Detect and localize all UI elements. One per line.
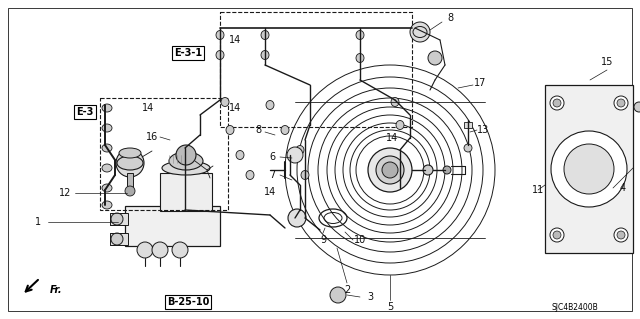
Text: 3: 3	[367, 292, 373, 302]
Bar	[100, 98, 228, 210]
Ellipse shape	[221, 98, 229, 107]
Bar	[160, 173, 212, 211]
Text: 8: 8	[255, 125, 261, 135]
Text: 14: 14	[142, 103, 154, 113]
Circle shape	[410, 22, 430, 42]
Bar	[125, 206, 220, 246]
Bar	[220, 12, 412, 127]
Text: Fr.: Fr.	[50, 285, 63, 295]
Circle shape	[550, 96, 564, 110]
Text: SJC4B2400B: SJC4B2400B	[552, 303, 598, 313]
Text: 16: 16	[146, 132, 158, 142]
Circle shape	[551, 131, 627, 207]
Ellipse shape	[246, 170, 254, 180]
Circle shape	[176, 145, 196, 165]
Text: 7: 7	[269, 170, 275, 180]
Ellipse shape	[356, 31, 364, 40]
Text: 15: 15	[601, 57, 613, 67]
Ellipse shape	[162, 161, 210, 175]
Ellipse shape	[102, 144, 112, 152]
Text: 8: 8	[447, 13, 453, 23]
Circle shape	[116, 149, 144, 177]
Text: E-3: E-3	[76, 107, 93, 117]
Bar	[464, 122, 472, 128]
Text: 14: 14	[386, 133, 398, 143]
Circle shape	[376, 156, 404, 184]
Ellipse shape	[102, 164, 112, 172]
Text: 14: 14	[264, 187, 276, 197]
Circle shape	[464, 144, 472, 152]
Bar	[545, 85, 633, 253]
Circle shape	[368, 148, 412, 192]
Circle shape	[550, 228, 564, 242]
Text: 5: 5	[387, 302, 393, 312]
Circle shape	[553, 231, 561, 239]
Text: 1: 1	[35, 217, 41, 227]
Bar	[127, 173, 133, 191]
Ellipse shape	[119, 148, 141, 158]
Text: 14: 14	[229, 35, 241, 45]
Ellipse shape	[281, 125, 289, 135]
Text: B-25-10: B-25-10	[167, 297, 209, 307]
Circle shape	[172, 242, 188, 258]
Ellipse shape	[391, 98, 399, 107]
Circle shape	[634, 102, 640, 112]
Circle shape	[111, 213, 123, 225]
Circle shape	[564, 144, 614, 194]
Ellipse shape	[226, 125, 234, 135]
Ellipse shape	[296, 145, 304, 154]
Ellipse shape	[236, 151, 244, 160]
Circle shape	[125, 186, 135, 196]
Text: 17: 17	[474, 78, 486, 88]
Ellipse shape	[102, 184, 112, 192]
Bar	[110, 213, 128, 225]
Text: 4: 4	[620, 183, 626, 193]
Text: E-3-1: E-3-1	[174, 48, 202, 58]
Bar	[110, 233, 128, 245]
Circle shape	[553, 99, 561, 107]
Ellipse shape	[117, 156, 143, 170]
Ellipse shape	[216, 50, 224, 60]
Ellipse shape	[102, 124, 112, 132]
Text: 2: 2	[344, 285, 350, 295]
Ellipse shape	[216, 31, 224, 40]
Ellipse shape	[266, 100, 274, 109]
Circle shape	[330, 287, 346, 303]
Ellipse shape	[356, 54, 364, 63]
Ellipse shape	[261, 31, 269, 40]
Circle shape	[111, 233, 123, 245]
Circle shape	[614, 228, 628, 242]
Ellipse shape	[102, 201, 112, 209]
Text: 9: 9	[320, 235, 326, 245]
Ellipse shape	[169, 152, 203, 170]
Circle shape	[617, 99, 625, 107]
Circle shape	[382, 162, 398, 178]
Circle shape	[614, 96, 628, 110]
Ellipse shape	[261, 50, 269, 60]
Circle shape	[443, 166, 451, 174]
Circle shape	[287, 147, 303, 163]
Circle shape	[152, 242, 168, 258]
Circle shape	[423, 165, 433, 175]
Text: 13: 13	[477, 125, 489, 135]
Circle shape	[428, 51, 442, 65]
Text: 10: 10	[354, 235, 366, 245]
Text: 6: 6	[269, 152, 275, 162]
Text: 11: 11	[532, 185, 544, 195]
Ellipse shape	[396, 121, 404, 130]
Circle shape	[288, 209, 306, 227]
Text: 12: 12	[59, 188, 71, 198]
Ellipse shape	[301, 170, 309, 180]
Ellipse shape	[102, 104, 112, 112]
Circle shape	[617, 231, 625, 239]
Circle shape	[137, 242, 153, 258]
Text: 14: 14	[229, 103, 241, 113]
